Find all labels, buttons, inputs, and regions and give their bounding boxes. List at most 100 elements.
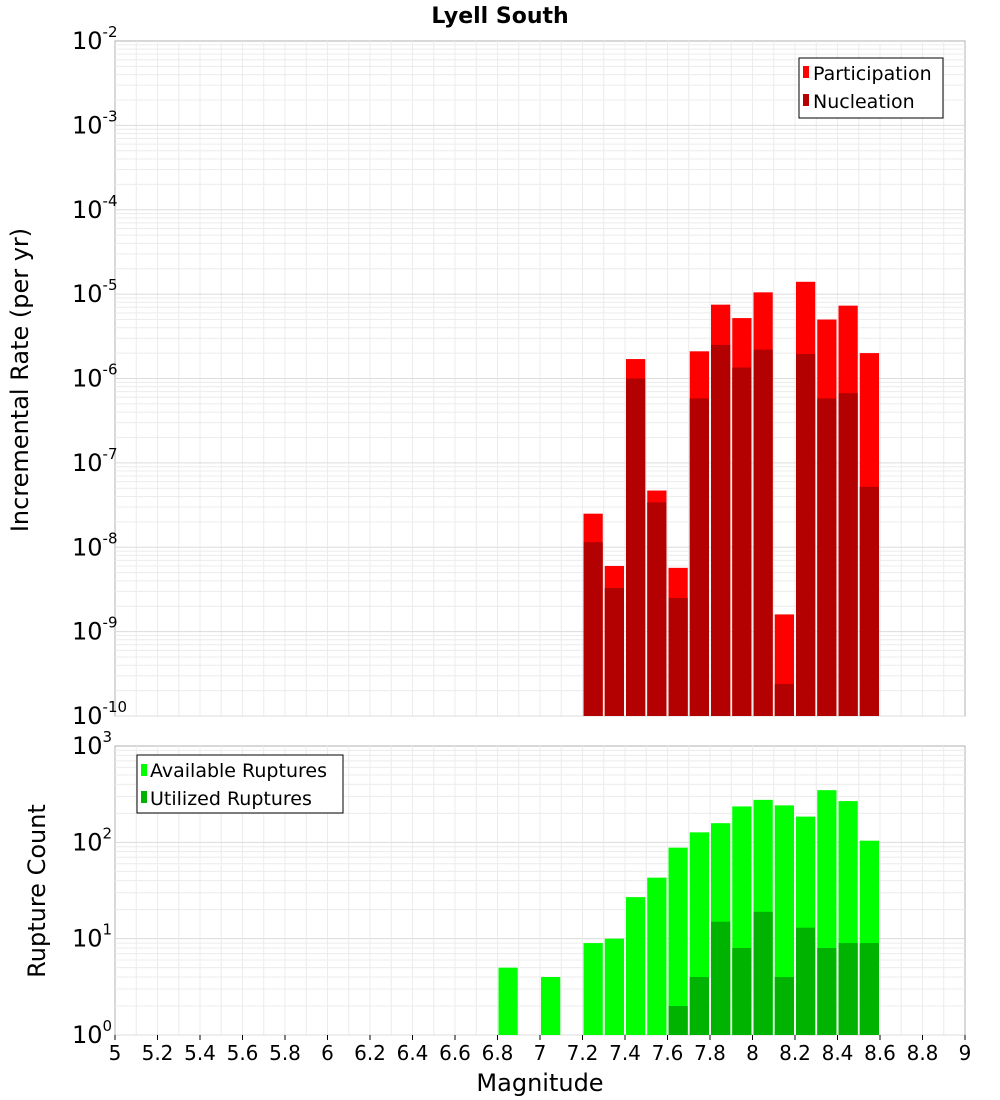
x-tick-label: 8.4 bbox=[822, 1041, 854, 1065]
nucleation-bar bbox=[732, 367, 752, 716]
rate-y-axis-label: Incremental Rate (per yr) bbox=[6, 228, 34, 532]
available-ruptures-bar bbox=[647, 877, 667, 1035]
rate-grid bbox=[115, 41, 965, 717]
nucleation-bar bbox=[626, 378, 646, 716]
x-tick-label: 5.2 bbox=[142, 1041, 174, 1065]
utilized-ruptures-bar bbox=[796, 927, 816, 1035]
rate-y-tick-label: 10-6 bbox=[72, 361, 118, 393]
x-tick-label: 6.8 bbox=[482, 1041, 514, 1065]
count-y-axis-label: Rupture Count bbox=[23, 804, 51, 978]
x-tick-label: 5.6 bbox=[227, 1041, 259, 1065]
rate-bars bbox=[583, 281, 879, 716]
count-y-tick-label: 103 bbox=[72, 728, 112, 760]
x-tick-label: 5.8 bbox=[269, 1041, 301, 1065]
rate-y-tick-exponent: -6 bbox=[103, 361, 118, 379]
utilized-ruptures-bar bbox=[711, 921, 731, 1035]
x-tick-label: 6.2 bbox=[354, 1041, 386, 1065]
count-y-tick-label: 100 bbox=[72, 1017, 112, 1049]
available-legend-label: Available Ruptures bbox=[150, 760, 327, 782]
x-tick-label: 8.2 bbox=[779, 1041, 811, 1065]
nucleation-bar bbox=[796, 354, 816, 716]
rate-y-tick-exponent: -8 bbox=[103, 529, 118, 547]
x-tick-label: 5 bbox=[109, 1041, 122, 1065]
available-ruptures-bar bbox=[583, 943, 603, 1035]
nucleation-legend-label: Nucleation bbox=[813, 91, 915, 113]
count-y-tick-label: 102 bbox=[72, 824, 112, 856]
utilized-legend-label: Utilized Ruptures bbox=[150, 788, 312, 810]
available-ruptures-bar bbox=[626, 897, 646, 1035]
count-y-tick-exponent: 1 bbox=[103, 921, 113, 939]
nucleation-bar bbox=[689, 398, 709, 716]
rate-y-tick-label: 10-10 bbox=[72, 698, 127, 730]
x-tick-label: 7.4 bbox=[609, 1041, 641, 1065]
utilized-ruptures-bar bbox=[732, 948, 752, 1035]
nucleation-bar bbox=[647, 502, 667, 716]
chart-title: Lyell South bbox=[431, 4, 568, 29]
rate-y-tick-exponent: -3 bbox=[103, 107, 118, 125]
rate-y-tick-exponent: -9 bbox=[103, 614, 118, 632]
rate-y-tick-label: 10-8 bbox=[72, 529, 118, 561]
rate-y-tick-exponent: -7 bbox=[103, 445, 118, 463]
x-tick-label: 6 bbox=[321, 1041, 334, 1065]
rate-y-tick-label: 10-2 bbox=[72, 23, 118, 55]
available-ruptures-bar bbox=[541, 977, 561, 1035]
rate-legend-box bbox=[798, 57, 944, 119]
rate-y-tick-label: 10-9 bbox=[72, 614, 118, 646]
utilized-ruptures-bar bbox=[838, 943, 858, 1035]
available-ruptures-bar bbox=[604, 938, 624, 1035]
utilized-ruptures-bar bbox=[689, 977, 709, 1035]
count-legend-box bbox=[136, 754, 344, 814]
utilized-ruptures-bar bbox=[859, 943, 879, 1035]
count-legend: Available Ruptures Utilized Ruptures bbox=[136, 754, 344, 814]
x-tick-label: 7.2 bbox=[567, 1041, 599, 1065]
utilized-ruptures-bar bbox=[817, 948, 837, 1035]
nucleation-bar bbox=[604, 587, 624, 716]
nucleation-bar bbox=[859, 486, 879, 716]
nucleation-bar bbox=[838, 393, 858, 716]
x-tick-label: 7.8 bbox=[694, 1041, 726, 1065]
nucleation-bar bbox=[774, 683, 794, 716]
x-tick-label: 7.6 bbox=[652, 1041, 684, 1065]
available-legend-swatch bbox=[141, 764, 147, 776]
participation-legend-swatch bbox=[803, 66, 809, 78]
rate-y-tick-label: 10-4 bbox=[72, 192, 118, 224]
x-tick-label: 7 bbox=[534, 1041, 547, 1065]
rate-legend: Participation Nucleation bbox=[798, 57, 944, 119]
rate-y-tick-exponent: -10 bbox=[103, 698, 128, 716]
rate-y-tick-exponent: -5 bbox=[103, 276, 118, 294]
count-y-tick-exponent: 0 bbox=[103, 1017, 113, 1035]
x-tick-label: 8.8 bbox=[907, 1041, 939, 1065]
utilized-legend-swatch bbox=[141, 791, 147, 803]
participation-legend-label: Participation bbox=[813, 63, 932, 85]
count-y-tick-label: 101 bbox=[72, 921, 112, 953]
x-axis-label: Magnitude bbox=[476, 1069, 603, 1097]
nucleation-bar bbox=[817, 398, 837, 716]
utilized-ruptures-bar bbox=[668, 1006, 688, 1035]
x-tick-label: 5.4 bbox=[184, 1041, 216, 1065]
rate-y-tick-label: 10-7 bbox=[72, 445, 118, 477]
nucleation-bar bbox=[583, 542, 603, 716]
available-ruptures-bar bbox=[668, 847, 688, 1035]
utilized-ruptures-bar bbox=[753, 911, 773, 1035]
utilized-ruptures-bar bbox=[774, 977, 794, 1035]
x-tick-label: 8 bbox=[746, 1041, 759, 1065]
count-y-tick-exponent: 3 bbox=[103, 728, 113, 746]
x-tick-label: 6.4 bbox=[397, 1041, 429, 1065]
rate-y-tick-label: 10-5 bbox=[72, 276, 118, 308]
x-tick-label: 6.6 bbox=[439, 1041, 471, 1065]
nucleation-bar bbox=[753, 349, 773, 716]
nucleation-bar bbox=[711, 344, 731, 716]
nucleation-bar bbox=[668, 598, 688, 716]
nucleation-legend-swatch bbox=[803, 94, 809, 106]
count-x-ticks: 5 5.2 5.4 5.6 5.8 6 6.2 6.4 6.6 6.8 7 7.2 7.4 7.6 7.8 8… bbox=[109, 1035, 972, 1065]
available-ruptures-bar bbox=[498, 967, 518, 1035]
count-y-tick-exponent: 2 bbox=[103, 824, 113, 842]
count-bars bbox=[498, 790, 879, 1035]
rate-panel: 10-10 10-9 10-8 10-7 10-6 10-5 10-4 10-3 10-2 In… bbox=[6, 23, 966, 730]
x-tick-label: 9 bbox=[959, 1041, 972, 1065]
rate-y-tick-exponent: -4 bbox=[103, 192, 118, 210]
x-tick-label: 8.6 bbox=[864, 1041, 896, 1065]
